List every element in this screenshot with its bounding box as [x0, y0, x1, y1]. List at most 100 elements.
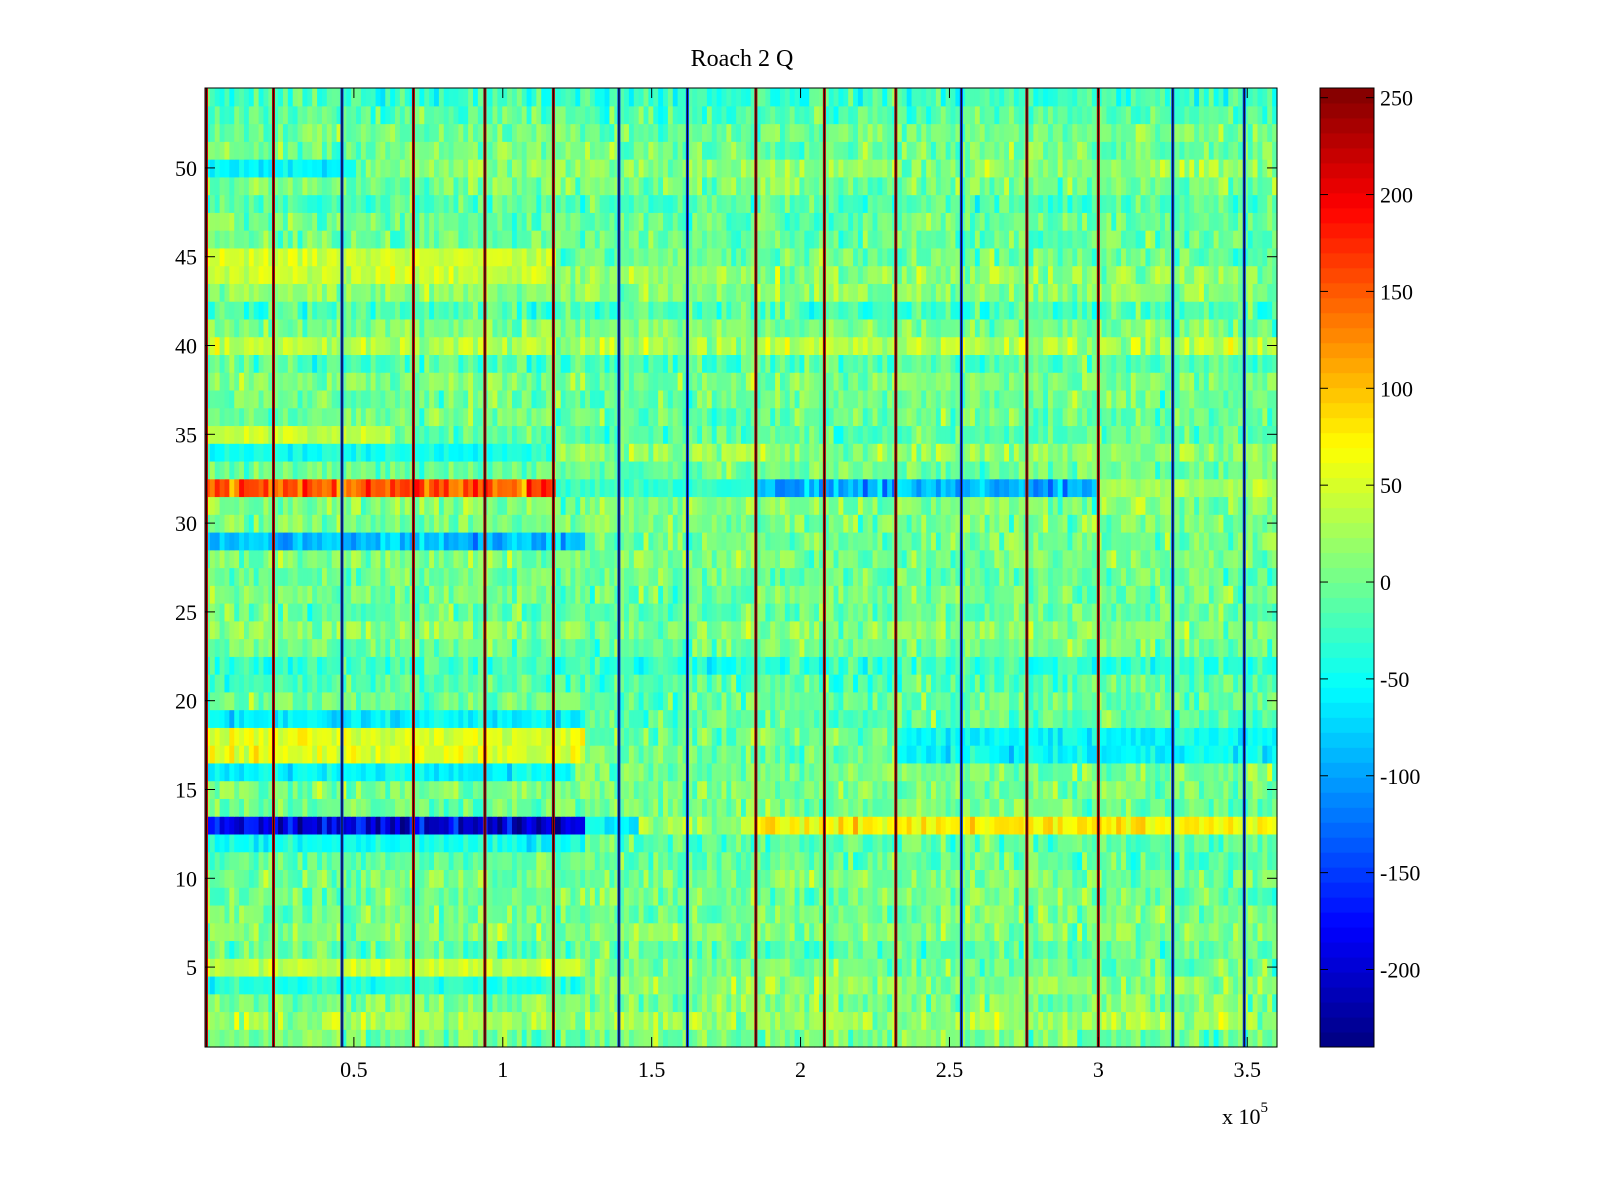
heatmap-cell: [507, 727, 513, 746]
heatmap-cell: [292, 709, 299, 728]
heatmap-cell: [463, 958, 469, 977]
heatmap-cell: [268, 638, 274, 657]
heatmap-cell: [1091, 869, 1098, 888]
heatmap-cell: [282, 691, 289, 711]
heatmap-cell: [994, 816, 1000, 835]
heatmap-cell: [672, 904, 679, 924]
heatmap-cell: [487, 851, 494, 871]
heatmap-cell: [429, 993, 435, 1013]
heatmap-cell: [672, 940, 679, 959]
heatmap-cell: [429, 887, 435, 906]
heatmap-cell: [843, 940, 849, 959]
heatmap-cell: [458, 674, 464, 693]
heatmap-cell: [882, 798, 888, 817]
heatmap-cell: [872, 638, 879, 657]
heatmap-cell: [760, 958, 766, 977]
heatmap-cell: [1111, 904, 1117, 924]
heatmap-cell: [1072, 691, 1078, 711]
heatmap-cell: [1164, 674, 1171, 693]
heatmap-cell: [731, 816, 737, 835]
heatmap-cell: [770, 869, 776, 888]
heatmap-cell: [945, 922, 952, 942]
heatmap-cell: [1145, 904, 1151, 924]
heatmap-cell: [429, 816, 435, 835]
heatmap-cell: [239, 691, 245, 711]
heatmap-cell: [1208, 904, 1215, 924]
heatmap-cell: [804, 674, 810, 693]
heatmap-cell: [448, 993, 455, 1013]
heatmap-cell: [1013, 745, 1020, 764]
heatmap-cell: [360, 887, 367, 906]
heatmap-cell: [253, 833, 260, 853]
heatmap-cell: [399, 709, 406, 728]
heatmap-cell: [229, 656, 235, 675]
heatmap-cell: [848, 851, 854, 871]
heatmap-cell: [575, 762, 581, 782]
heatmap-cell: [268, 709, 274, 728]
heatmap-cell: [970, 762, 976, 782]
heatmap-cell: [653, 762, 659, 782]
heatmap-cell: [1106, 940, 1112, 959]
heatmap-cell: [419, 993, 425, 1013]
heatmap-cell: [453, 691, 459, 711]
heatmap-cell: [833, 709, 840, 728]
heatmap-cell: [463, 851, 469, 871]
heatmap-cell: [1082, 975, 1088, 995]
heatmap-cell: [823, 940, 830, 959]
heatmap-cell: [838, 727, 844, 746]
heatmap-cell: [1004, 958, 1010, 977]
heatmap-cell: [1111, 993, 1117, 1013]
heatmap-cell: [784, 727, 791, 746]
heatmap-cell: [682, 798, 688, 817]
heatmap-cell: [287, 1011, 294, 1030]
heatmap-cell: [877, 851, 883, 871]
heatmap-cell: [1140, 887, 1147, 906]
heatmap-cell: [341, 638, 347, 657]
heatmap-cell: [667, 904, 674, 924]
heatmap-cell: [1135, 833, 1142, 853]
heatmap-cell: [643, 833, 650, 853]
heatmap-cell: [326, 798, 333, 817]
heatmap-cell: [955, 904, 961, 924]
heatmap-cell: [643, 727, 650, 746]
heatmap-cell: [516, 798, 523, 817]
heatmap-cell: [702, 656, 708, 675]
heatmap-cell: [648, 904, 654, 924]
heatmap-cell: [916, 1029, 922, 1048]
heatmap-cell: [292, 869, 299, 888]
heatmap-cell: [1179, 656, 1186, 675]
heatmap-cell: [979, 887, 986, 906]
heatmap-cell: [1252, 1029, 1259, 1048]
heatmap-cell: [955, 745, 961, 764]
heatmap-cell: [1028, 762, 1034, 782]
heatmap-cell: [1052, 958, 1059, 977]
heatmap-cell: [1184, 904, 1190, 924]
heatmap-cell: [570, 1011, 576, 1030]
heatmap-cell: [346, 1011, 352, 1030]
heatmap-cell: [1018, 975, 1025, 995]
heatmap-cell: [882, 904, 888, 924]
heatmap-cell: [214, 691, 221, 711]
heatmap-cell: [1125, 727, 1132, 746]
heatmap-cell: [731, 851, 737, 871]
heatmap-cell: [979, 656, 986, 675]
heatmap-cell: [448, 656, 455, 675]
heatmap-cell: [1106, 1011, 1112, 1030]
heatmap-cell: [453, 638, 459, 657]
heatmap-cell: [346, 958, 352, 977]
heatmap-cell: [341, 674, 347, 693]
heatmap-cell: [1247, 780, 1254, 799]
heatmap-cell: [604, 904, 611, 924]
heatmap-cell: [931, 656, 937, 675]
heatmap-cell: [677, 691, 684, 711]
heatmap-cell: [901, 851, 908, 871]
heatmap-cell: [989, 691, 995, 711]
heatmap-cell: [477, 691, 484, 711]
heatmap-cell: [331, 833, 338, 853]
heatmap-cell: [360, 833, 367, 853]
heatmap-cell: [536, 975, 542, 995]
heatmap-cell: [887, 762, 893, 782]
heatmap-cell: [1145, 1029, 1151, 1048]
heatmap-cell: [1189, 904, 1195, 924]
heatmap-cell: [546, 1029, 552, 1048]
